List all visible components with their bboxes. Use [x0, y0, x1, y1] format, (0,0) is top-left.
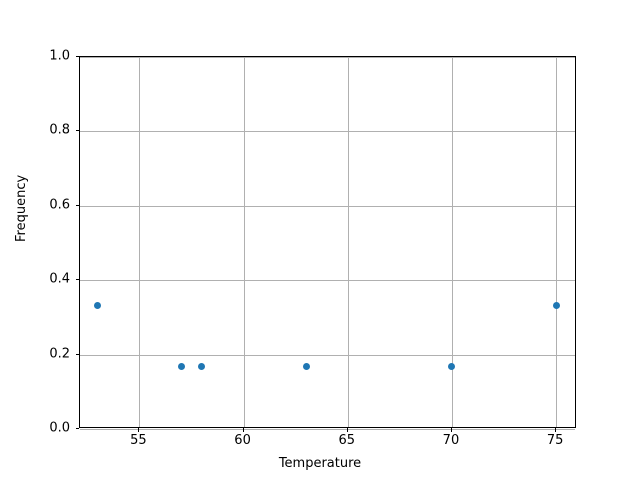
gridline-vertical	[348, 57, 349, 427]
y-tick-label: 0.6	[49, 197, 70, 213]
x-tick-mark	[555, 428, 557, 432]
data-point-marker	[302, 363, 310, 371]
data-point-marker	[94, 301, 102, 309]
gridline-vertical	[556, 57, 557, 427]
data-point-marker	[177, 363, 185, 371]
gridline-vertical	[139, 57, 140, 427]
y-tick-label: 0.0	[49, 420, 70, 436]
data-point-marker	[198, 363, 206, 371]
plot-axes-area	[79, 56, 576, 430]
y-axis-label: Frequency	[14, 174, 29, 242]
y-tick-label: 0.4	[49, 271, 70, 287]
x-tick-mark	[450, 428, 452, 432]
y-tick-mark	[75, 279, 79, 281]
x-axis-label: Temperature	[278, 456, 362, 471]
gridline-horizontal	[80, 429, 575, 430]
x-tick-label: 70	[442, 433, 460, 448]
x-tick-mark	[346, 428, 348, 432]
y-tick-label: 0.2	[49, 346, 70, 362]
data-point-marker	[448, 363, 456, 371]
y-tick-mark	[75, 353, 79, 355]
x-tick-mark	[242, 428, 244, 432]
gridline-horizontal	[80, 131, 575, 132]
y-tick-label: 0.8	[49, 122, 70, 138]
y-tick-label: 1.0	[49, 48, 70, 64]
gridline-horizontal	[80, 57, 575, 58]
gridline-vertical	[452, 57, 453, 427]
gridline-horizontal	[80, 280, 575, 281]
x-tick-label: 75	[546, 433, 564, 448]
x-tick-label: 65	[338, 433, 356, 448]
x-tick-label: 60	[234, 433, 251, 448]
data-point-marker	[552, 301, 560, 309]
gridline-vertical	[244, 57, 245, 427]
y-axis-label-wrapper: Frequency	[14, 175, 29, 242]
y-tick-mark	[75, 428, 79, 429]
x-tick-mark	[138, 428, 140, 432]
gridline-horizontal	[80, 206, 575, 207]
gridline-horizontal	[80, 355, 575, 356]
y-tick-mark	[75, 130, 79, 132]
y-tick-mark	[75, 204, 79, 206]
y-tick-mark	[75, 56, 79, 57]
x-tick-label: 55	[130, 433, 147, 448]
